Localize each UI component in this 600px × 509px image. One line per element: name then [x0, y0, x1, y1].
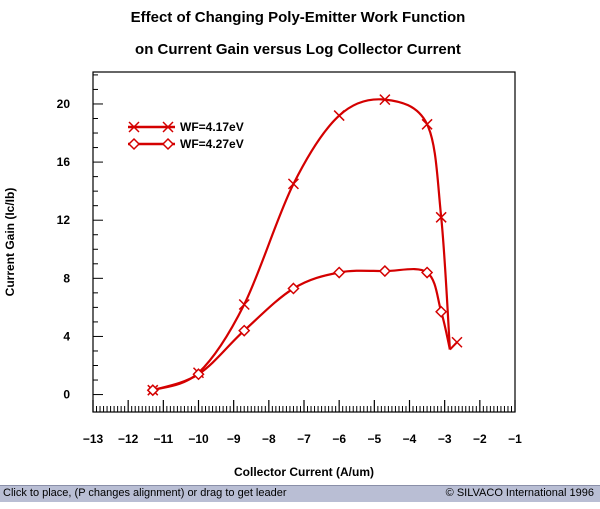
x-tick-label: −7: [297, 432, 311, 446]
legend-diamond-mark: [127, 137, 141, 151]
bottom-strip: [0, 502, 600, 509]
x-tick-label: −1: [508, 432, 522, 446]
x-tick-label: −3: [438, 432, 452, 446]
x-tick-label: −10: [188, 432, 209, 446]
legend-x-marker-icon: [128, 121, 174, 133]
x-tick-label: −11: [153, 432, 173, 446]
x-tick-label: −8: [262, 432, 276, 446]
x-marker: [435, 211, 447, 223]
x-marker: [421, 118, 433, 130]
status-bar: Click to place, (P changes alignment) or…: [0, 485, 600, 503]
diamond-marker: [378, 264, 391, 278]
diamond-marker: [192, 368, 205, 381]
x-tick-label: −9: [227, 432, 241, 446]
x-marker: [287, 178, 299, 190]
current-gain-chart[interactable]: Effect of Changing Poly-Emitter Work Fun…: [0, 0, 600, 485]
x-marker: [333, 110, 345, 122]
legend-x-mark: [162, 121, 174, 133]
legend[interactable]: WF=4.17eV WF=4.27eV: [127, 120, 244, 151]
x-tick-label: −4: [403, 432, 417, 446]
x-axis-label: Collector Current (A/um): [234, 465, 374, 479]
chart-title-line1: Effect of Changing Poly-Emitter Work Fun…: [131, 9, 466, 26]
legend-label-wf-4-17: WF=4.17eV: [180, 120, 244, 134]
legend-x-mark: [128, 121, 140, 133]
x-axis-ticks: −13 −12 −11 −10 −9 −8 −7 −6 −5 −4 −3 −2 −1: [83, 400, 522, 446]
y-tick-label: 20: [57, 97, 71, 111]
x-tick-label: −2: [473, 432, 487, 446]
diamond-marker: [333, 266, 346, 279]
x-tick-label: −5: [367, 432, 381, 446]
x-minor-ticks: [96, 406, 512, 412]
x-tick-label: −6: [332, 432, 346, 446]
diamond-marker: [435, 305, 448, 318]
plot-frame: [92, 71, 516, 413]
y-tick-label: 0: [63, 388, 70, 402]
status-copyright: © SILVACO International 1996: [445, 487, 594, 499]
series-layer: [146, 94, 463, 397]
legend-label-wf-4-27: WF=4.27eV: [180, 137, 244, 151]
diamond-marker: [238, 324, 251, 337]
x-marker: [238, 298, 250, 311]
x-tick-label: −12: [118, 432, 139, 446]
y-tick-label: 16: [57, 155, 71, 169]
diamond-marker: [146, 384, 159, 397]
y-tick-label: 4: [63, 329, 70, 343]
diamond-marker: [421, 266, 434, 279]
status-hint: Click to place, (P changes alignment) or…: [3, 487, 287, 499]
y-axis-ticks: 0 4 8 12 16 20: [57, 74, 103, 402]
x-marker: [379, 94, 391, 106]
diamond-marker: [287, 282, 300, 295]
x-tick-label: −13: [83, 432, 104, 446]
y-tick-label: 12: [57, 213, 71, 227]
y-tick-label: 8: [63, 271, 70, 285]
legend-diamond-marker-icon: [127, 137, 175, 151]
x-marker: [451, 336, 463, 348]
legend-diamond-mark: [161, 137, 175, 151]
y-axis-label: Current Gain (Ic/Ib): [3, 188, 17, 297]
chart-title-line2: on Current Gain versus Log Collector Cur…: [135, 41, 461, 58]
